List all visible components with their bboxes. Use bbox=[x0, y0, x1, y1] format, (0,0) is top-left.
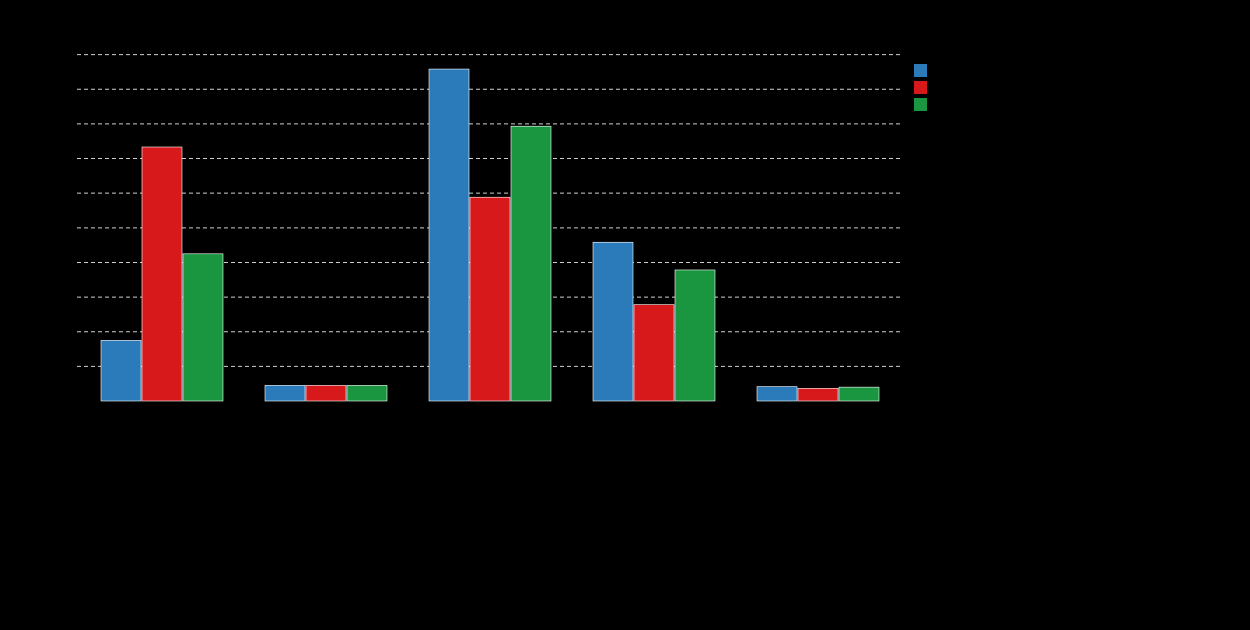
bar bbox=[182, 253, 224, 402]
legend-label: Båda könen bbox=[933, 97, 1016, 114]
y-tick-label: 30% bbox=[39, 221, 70, 237]
legend-label: Män bbox=[933, 64, 963, 80]
y-tick-label: 42% bbox=[39, 152, 70, 168]
bar bbox=[469, 196, 511, 402]
x-tick-label: Offentligt ägda företag bbox=[197, 401, 331, 535]
x-axis: Offentlig förvaltning Offentligt ägda för… bbox=[48, 400, 824, 588]
bar bbox=[633, 304, 675, 402]
x-tick-label: Aktiebolag, ej offentligt ägda bbox=[329, 401, 496, 568]
bar bbox=[428, 68, 470, 402]
y-tick-label: 6% bbox=[48, 359, 70, 375]
y-axis: 0% 6% 12% 18% 24% 30% 36% 42% 48% 54% 60% 66% bbox=[39, 13, 77, 410]
y-tick-label: 66% bbox=[39, 13, 70, 29]
bar bbox=[305, 385, 347, 402]
bar bbox=[838, 386, 880, 402]
bars bbox=[100, 68, 880, 402]
x-tick-label: Offentlig förvaltning bbox=[48, 401, 167, 520]
y-tick-label: 18% bbox=[39, 290, 70, 306]
legend-swatch bbox=[914, 64, 927, 77]
bar bbox=[674, 269, 716, 402]
bar bbox=[510, 125, 552, 402]
legend-swatch bbox=[914, 81, 927, 94]
bar bbox=[346, 385, 388, 402]
bar bbox=[756, 386, 798, 402]
x-tick-label: Övriga organisationer bbox=[695, 400, 824, 529]
x-tick-label: Övriga företag, ej offentligt ägda bbox=[472, 400, 660, 588]
y-tick-label: 60% bbox=[39, 48, 70, 64]
bar bbox=[264, 385, 306, 402]
legend-swatch bbox=[914, 98, 927, 111]
bar bbox=[100, 340, 142, 402]
legend-label: Kvinnor bbox=[933, 81, 987, 97]
bar bbox=[797, 387, 839, 402]
y-tick-label: 36% bbox=[39, 186, 70, 202]
y-tick-label: 48% bbox=[39, 117, 70, 133]
bar bbox=[141, 146, 183, 402]
y-tick-label: 0% bbox=[48, 394, 70, 410]
bar bbox=[592, 241, 634, 402]
y-tick-label: 54% bbox=[39, 82, 70, 98]
y-tick-label: 24% bbox=[39, 255, 70, 271]
y-tick-label: 12% bbox=[39, 325, 70, 341]
